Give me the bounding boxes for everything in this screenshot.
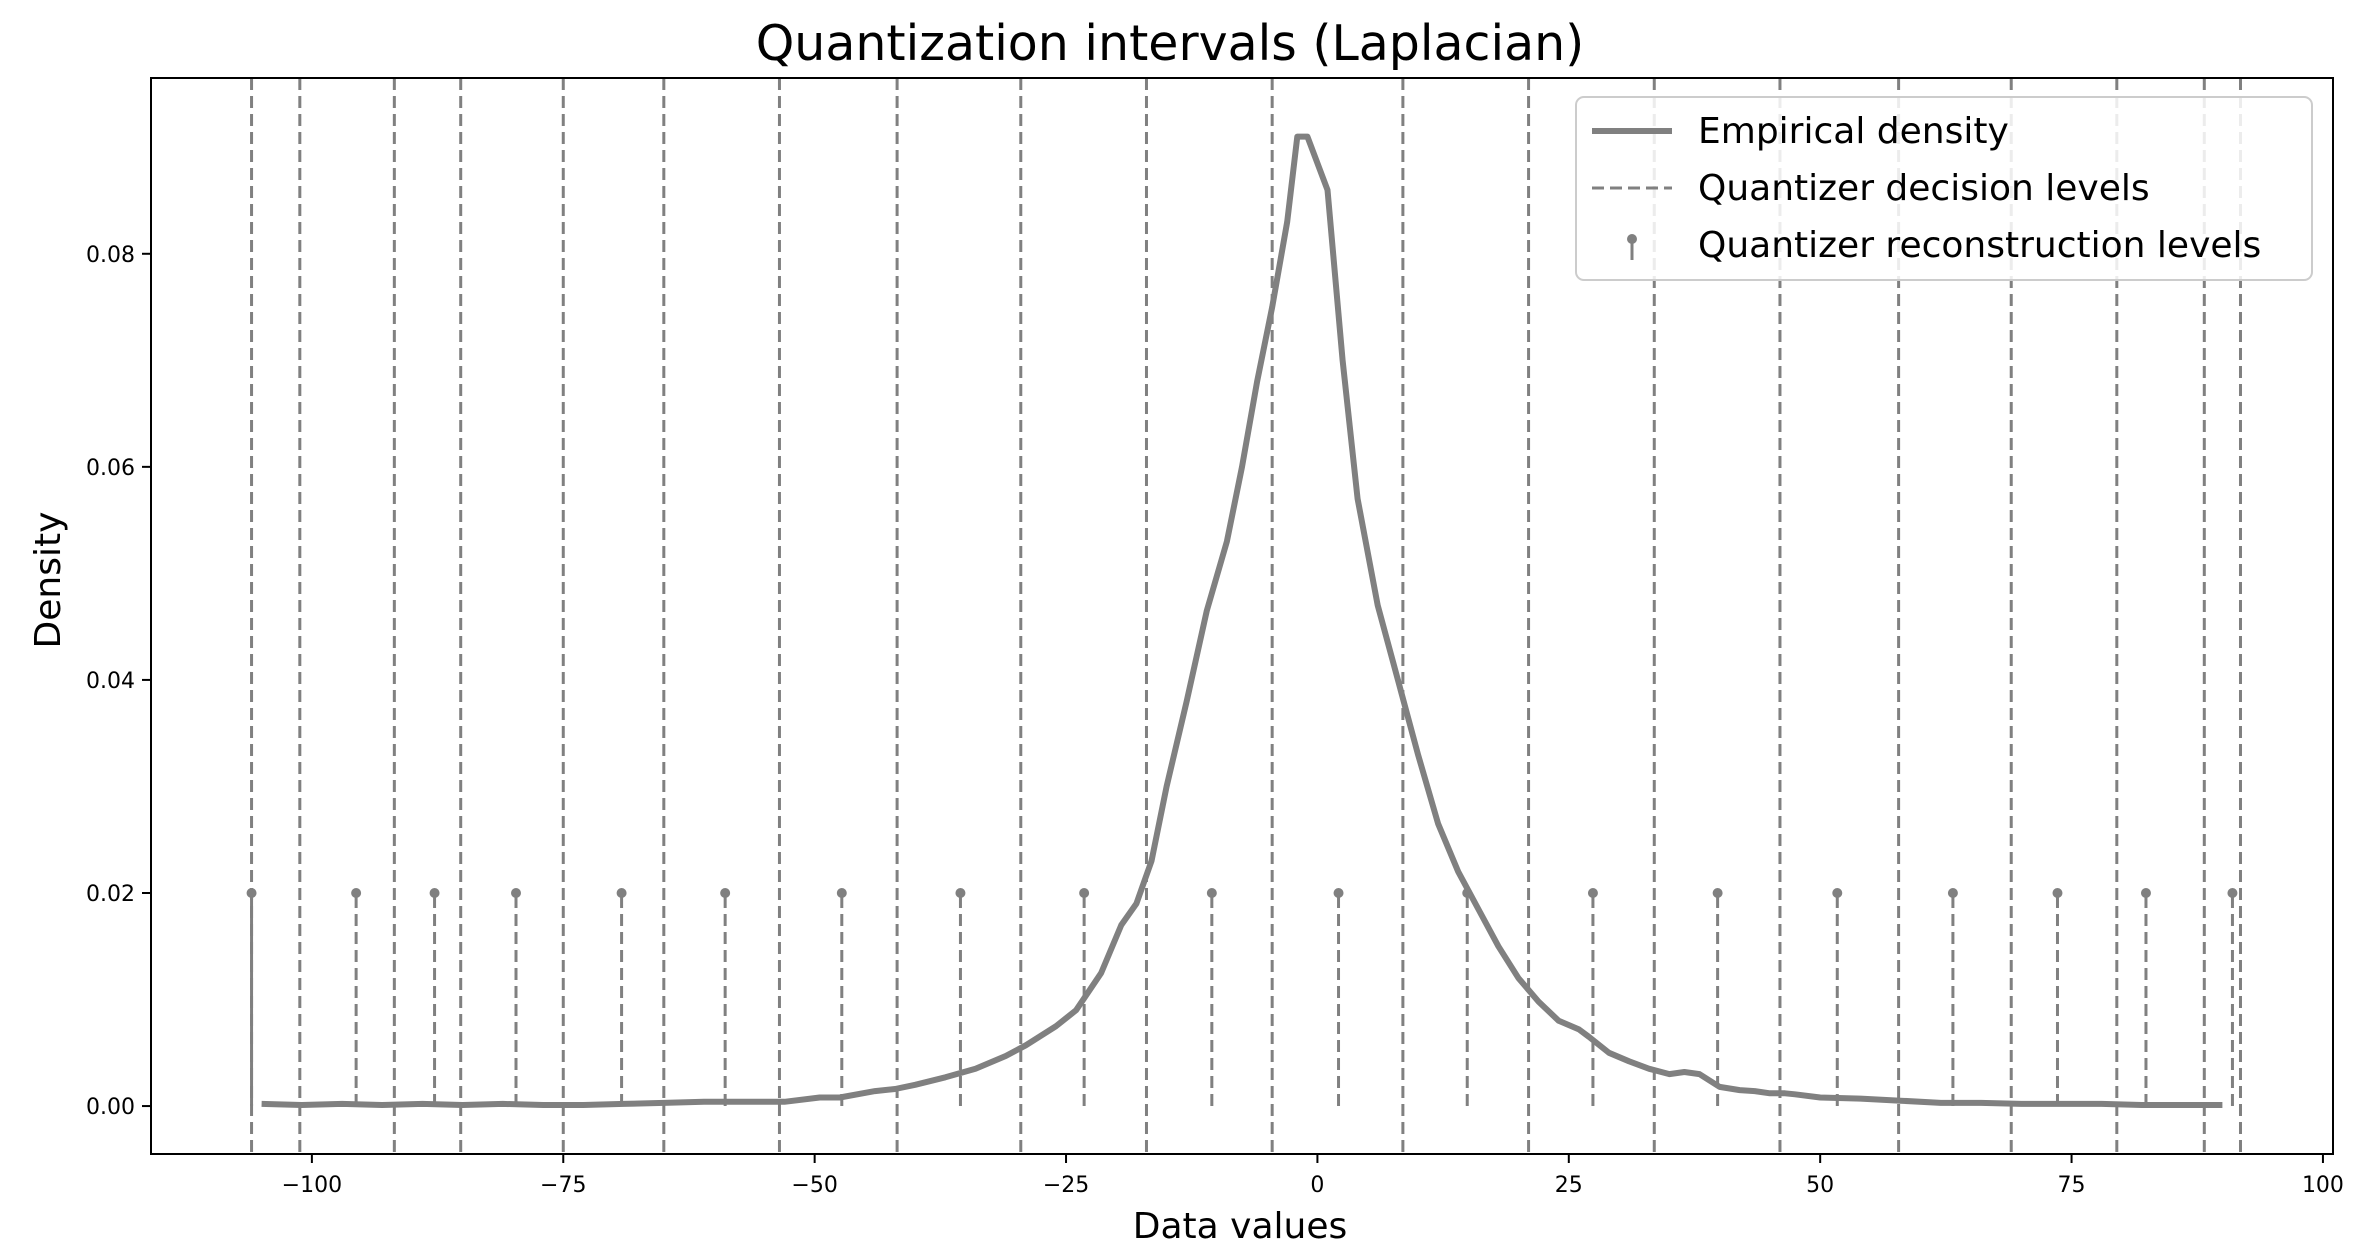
plot-area-frame	[150, 77, 2334, 1155]
x-axis: −100 −75 −50 −25 0 25 50 75 100	[282, 1154, 2344, 1198]
reconstruction-marker	[616, 887, 627, 898]
x-axis-label: Data values	[1133, 1206, 1348, 1247]
x-tick-label: −25	[1043, 1173, 1089, 1198]
legend: Empirical density Quantizer decision lev…	[1575, 96, 2313, 281]
reconstruction-marker	[1832, 887, 1843, 898]
reconstruction-marker	[429, 887, 440, 898]
y-tick-label: 0.00	[86, 1095, 135, 1120]
legend-box	[1575, 96, 2313, 281]
chart-title: Quantization intervals (Laplacian)	[756, 15, 1585, 72]
reconstruction-marker	[1587, 887, 1598, 898]
reconstruction-marker	[2140, 887, 2151, 898]
reconstruction-marker	[1333, 887, 1344, 898]
x-tick-label: 0	[1310, 1173, 1324, 1198]
reconstruction-marker	[836, 887, 847, 898]
legend-label-reconstruction: Quantizer reconstruction levels	[1698, 225, 2261, 266]
legend-stem-marker	[1627, 234, 1637, 244]
legend-label-decision: Quantizer decision levels	[1698, 168, 2150, 209]
legend-label-density: Empirical density	[1698, 111, 2009, 152]
reconstruction-marker	[511, 887, 522, 898]
reconstruction-marker	[955, 887, 966, 898]
reconstruction-levels-group	[246, 887, 2238, 1107]
x-tick-label: 25	[1555, 1173, 1583, 1198]
y-axis: 0.00 0.02 0.04 0.06 0.08	[86, 243, 151, 1120]
y-tick-label: 0.04	[86, 669, 135, 694]
reconstruction-marker	[1712, 887, 1723, 898]
reconstruction-marker	[1947, 887, 1958, 898]
reconstruction-marker	[246, 887, 257, 898]
reconstruction-marker	[1206, 887, 1217, 898]
empirical-density-line	[261, 133, 2223, 1108]
reconstruction-marker	[1079, 887, 1090, 898]
y-tick-label: 0.08	[86, 243, 135, 268]
x-tick-label: −75	[540, 1173, 586, 1198]
y-tick-label: 0.02	[86, 882, 135, 907]
reconstruction-marker	[720, 887, 731, 898]
x-tick-label: −50	[791, 1173, 837, 1198]
y-axis-label: Density	[28, 512, 69, 649]
x-tick-label: 100	[2302, 1173, 2344, 1198]
x-tick-label: −100	[282, 1173, 342, 1198]
reconstruction-marker	[2227, 887, 2238, 898]
reconstruction-marker	[2052, 887, 2063, 898]
x-tick-label: 75	[2058, 1173, 2086, 1198]
reconstruction-marker	[351, 887, 362, 898]
y-tick-label: 0.06	[86, 456, 135, 481]
x-tick-label: 50	[1806, 1173, 1834, 1198]
